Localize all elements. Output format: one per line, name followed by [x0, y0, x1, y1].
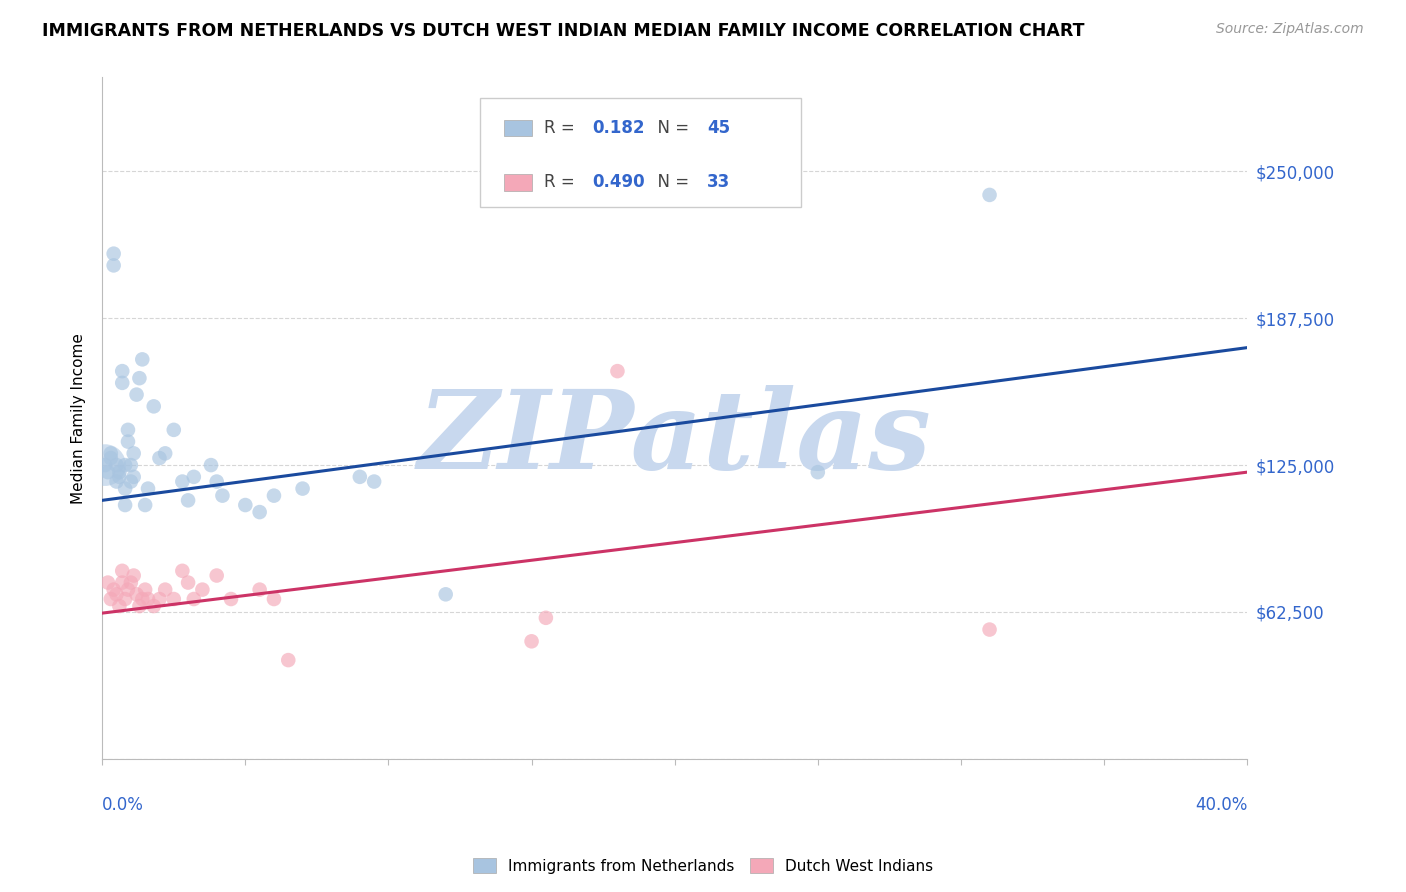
Point [172, 475, 194, 489]
Point [349, 470, 371, 484]
Point [97, 575, 120, 590]
Text: R =: R = [544, 173, 581, 192]
Point [148, 592, 170, 607]
Point [153, 446, 176, 460]
Text: 40.0%: 40.0% [1195, 797, 1247, 814]
Point [94, 458, 117, 472]
Point [277, 653, 299, 667]
FancyBboxPatch shape [505, 174, 531, 191]
Point [131, 352, 153, 367]
Point [263, 489, 285, 503]
Point [807, 465, 830, 479]
Point [183, 592, 205, 607]
Point [219, 592, 242, 607]
Point [125, 387, 148, 401]
Point [94, 458, 117, 472]
Point [117, 423, 139, 437]
Point [108, 465, 131, 479]
Point [534, 611, 557, 625]
Point [114, 482, 136, 496]
Point [100, 446, 122, 460]
Point [125, 587, 148, 601]
Point [111, 364, 134, 378]
Text: R =: R = [544, 119, 581, 136]
Point [205, 475, 228, 489]
Point [103, 246, 125, 260]
Point [434, 587, 457, 601]
Point [103, 582, 125, 597]
Point [136, 482, 159, 496]
Text: 45: 45 [707, 119, 730, 136]
Text: 0.490: 0.490 [592, 173, 645, 192]
Point [148, 451, 170, 466]
Point [183, 470, 205, 484]
Point [233, 498, 256, 512]
Point [100, 592, 122, 607]
Point [177, 493, 200, 508]
Point [128, 599, 150, 613]
Point [105, 587, 128, 601]
Point [120, 475, 142, 489]
Point [249, 582, 271, 597]
Point [520, 634, 543, 648]
Point [979, 188, 1001, 202]
Text: 0.0%: 0.0% [103, 797, 143, 814]
Point [111, 575, 134, 590]
Point [114, 458, 136, 472]
Text: IMMIGRANTS FROM NETHERLANDS VS DUTCH WEST INDIAN MEDIAN FAMILY INCOME CORRELATIO: IMMIGRANTS FROM NETHERLANDS VS DUTCH WES… [42, 22, 1084, 40]
Point [111, 376, 134, 390]
Point [108, 599, 131, 613]
Point [142, 400, 165, 414]
Point [114, 498, 136, 512]
Point [100, 451, 122, 466]
Point [142, 599, 165, 613]
Point [153, 582, 176, 597]
Text: ZIPatlas: ZIPatlas [418, 384, 932, 492]
Point [97, 465, 120, 479]
Text: N =: N = [647, 173, 695, 192]
Point [163, 592, 186, 607]
Point [111, 564, 134, 578]
Point [114, 592, 136, 607]
Point [606, 364, 628, 378]
Point [191, 582, 214, 597]
Point [131, 592, 153, 607]
Point [122, 568, 145, 582]
Text: N =: N = [647, 119, 695, 136]
Point [211, 489, 233, 503]
Point [291, 482, 314, 496]
Legend: Immigrants from Netherlands, Dutch West Indians: Immigrants from Netherlands, Dutch West … [467, 852, 939, 880]
Point [134, 582, 156, 597]
Point [120, 458, 142, 472]
Point [205, 568, 228, 582]
Y-axis label: Median Family Income: Median Family Income [72, 333, 86, 504]
Point [117, 582, 139, 597]
Point [117, 434, 139, 449]
FancyBboxPatch shape [505, 120, 531, 136]
Point [128, 371, 150, 385]
Point [122, 470, 145, 484]
Text: 0.182: 0.182 [592, 119, 645, 136]
Point [122, 446, 145, 460]
Text: Source: ZipAtlas.com: Source: ZipAtlas.com [1216, 22, 1364, 37]
Point [108, 470, 131, 484]
Point [172, 564, 194, 578]
Point [363, 475, 385, 489]
Point [134, 498, 156, 512]
Point [200, 458, 222, 472]
Point [163, 423, 186, 437]
Point [249, 505, 271, 519]
Point [105, 475, 128, 489]
Point [177, 575, 200, 590]
Point [120, 575, 142, 590]
Text: 33: 33 [707, 173, 730, 192]
Point [103, 259, 125, 273]
Point [136, 592, 159, 607]
Point [263, 592, 285, 607]
Point [979, 623, 1001, 637]
Point [105, 458, 128, 472]
FancyBboxPatch shape [479, 98, 800, 207]
